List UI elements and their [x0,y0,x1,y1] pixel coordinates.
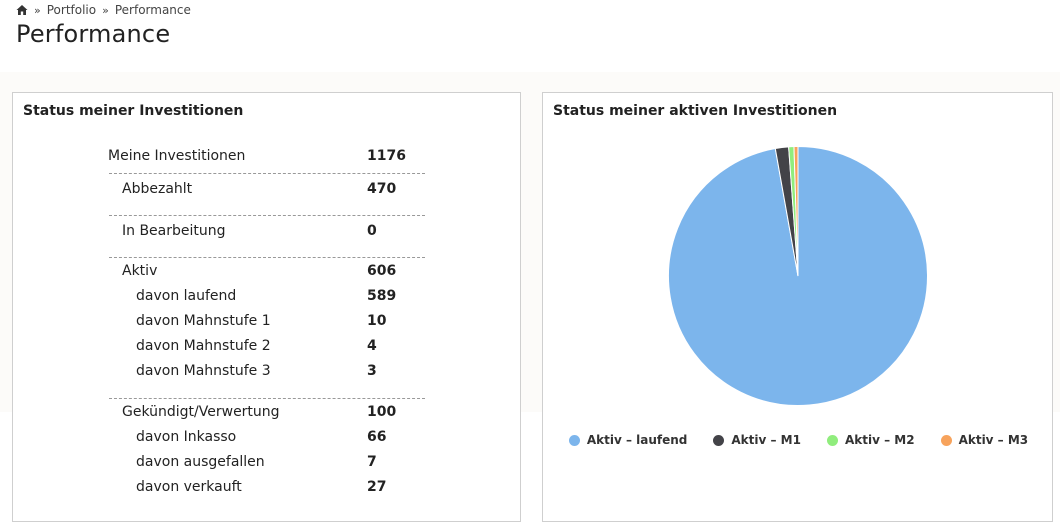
stats-row-inkasso: davon Inkasso 66 [108,424,425,449]
pie-chart [668,145,928,406]
stats-value: 606 [367,262,397,279]
divider [109,398,425,399]
pie-slice-4[interactable] [793,145,799,277]
stats-value: 0 [367,222,377,239]
stats-label: davon laufend [136,287,237,304]
stats-row-in-bearbeitung: In Bearbeitung 0 [108,218,425,243]
legend-dot-icon [826,434,838,446]
breadcrumb-portfolio[interactable]: Portfolio [46,3,97,17]
stats-value: 589 [367,287,397,304]
legend-item[interactable]: Aktiv – M3 [940,433,1029,447]
legend-label: Aktiv – laufend [586,433,688,447]
breadcrumb-separator: » [34,3,41,17]
panel-title: Status meiner aktiven Investitionen [553,103,838,119]
chart-legend: Aktiv – laufend Aktiv – M1 Aktiv – M2 Aktiv… [543,433,1054,447]
stats-label: davon Mahnstufe 1 [136,312,271,329]
page-header: » Portfolio » Performance Performance [0,0,1060,72]
stats-row-total: Meine Investitionen 1176 [108,141,425,171]
stats-label: davon Mahnstufe 2 [136,337,271,354]
stats-row-ausgefallen: davon ausgefallen 7 [108,449,425,474]
stats-label: davon Inkasso [136,428,237,445]
stats-row-gekuendigt: Gekündigt/Verwertung 100 [108,399,425,424]
legend-dot-icon [940,434,952,446]
stats-label: davon ausgefallen [136,453,265,470]
stats-label: In Bearbeitung [122,222,226,239]
panel-title: Status meiner Investitionen [23,103,244,119]
stats-row-laufend: davon laufend 589 [108,283,425,308]
stats-label: Abbezahlt [122,180,193,197]
page-title: Performance [16,20,171,48]
breadcrumb: » Portfolio » Performance [16,3,191,17]
stats-table: Meine Investitionen 1176 Abbezahlt 470 I… [108,141,425,499]
stats-value: 3 [367,362,377,379]
stats-value: 1176 [367,148,406,164]
stats-row-abbezahlt: Abbezahlt 470 [108,176,425,201]
stats-value: 10 [367,312,387,329]
stats-value: 100 [367,403,397,420]
stats-value: 4 [367,337,377,354]
legend-item[interactable]: Aktiv – M2 [826,433,915,447]
legend-label: Aktiv – M2 [844,433,915,447]
stats-label: Meine Investitionen [108,148,246,164]
stats-row-mahnstufe-3: davon Mahnstufe 3 3 [108,358,425,383]
stats-label: davon Mahnstufe 3 [136,362,271,379]
divider [109,173,425,174]
stats-row-mahnstufe-2: davon Mahnstufe 2 4 [108,333,425,358]
stats-value: 66 [367,428,387,445]
stats-value: 7 [367,453,377,470]
active-investment-status-panel: Status meiner aktiven Investitionen Akti… [542,92,1053,522]
investment-status-panel: Status meiner Investitionen Meine Invest… [12,92,521,522]
stats-label: davon verkauft [136,478,242,495]
stats-value: 470 [367,180,397,197]
divider [109,215,425,216]
legend-dot-icon [568,434,580,446]
legend-label: Aktiv – M3 [958,433,1029,447]
breadcrumb-separator: » [102,3,109,17]
divider [109,257,425,258]
stats-label: Gekündigt/Verwertung [122,403,280,420]
legend-dot-icon [713,434,725,446]
legend-item[interactable]: Aktiv – M1 [713,433,801,447]
legend-label: Aktiv – M1 [731,433,801,447]
stats-row-verkauft: davon verkauft 27 [108,474,425,499]
stats-row-aktiv: Aktiv 606 [108,258,425,283]
home-icon[interactable] [16,4,28,16]
stats-row-mahnstufe-1: davon Mahnstufe 1 10 [108,308,425,333]
breadcrumb-performance[interactable]: Performance [114,3,191,17]
stats-label: Aktiv [122,262,158,279]
legend-item[interactable]: Aktiv – laufend [568,433,688,447]
stats-value: 27 [367,478,387,495]
